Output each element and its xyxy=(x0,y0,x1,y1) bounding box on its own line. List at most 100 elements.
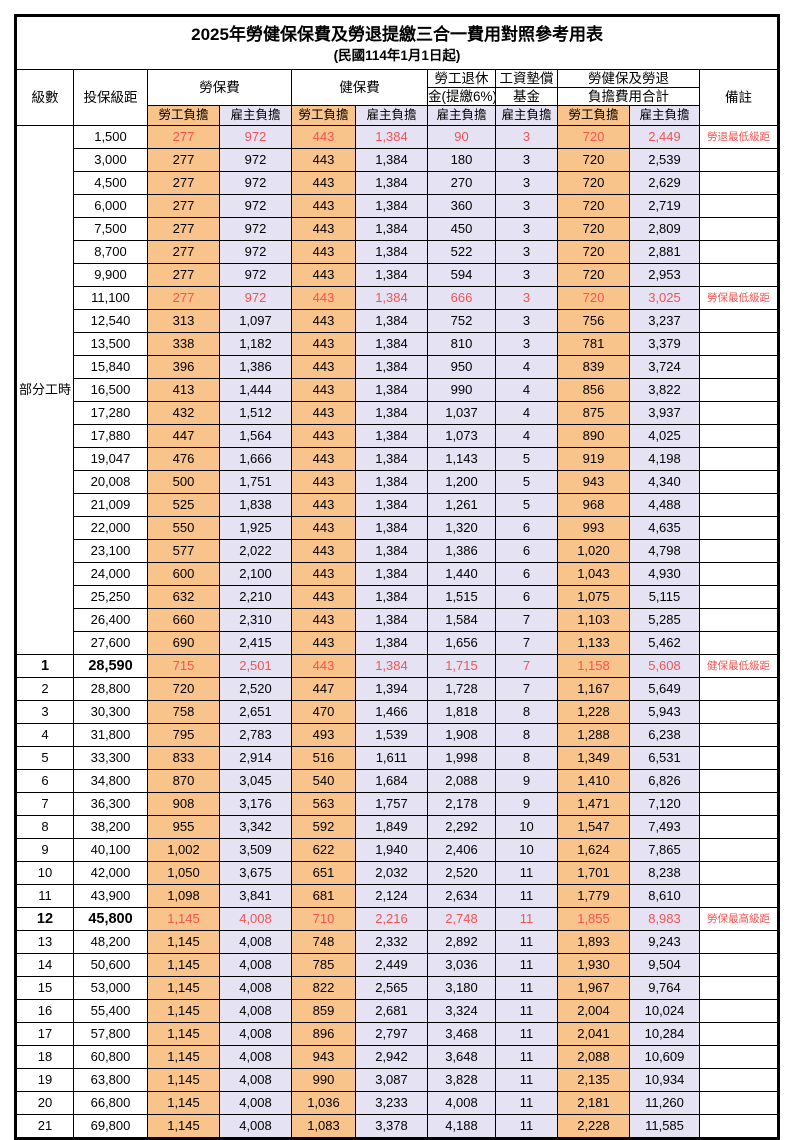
cell-labor-ins-employee: 1,145 xyxy=(147,1068,220,1092)
cell-wage-fund-employer: 11 xyxy=(495,1022,558,1046)
cell-wage-fund-employer: 5 xyxy=(495,493,558,517)
cell-labor-ins-employee: 1,145 xyxy=(147,999,220,1023)
cell-labor-ins-employee: 758 xyxy=(147,700,220,724)
cell-level: 1 xyxy=(15,654,74,678)
cell-labor-ins-employer: 1,838 xyxy=(219,493,292,517)
cell-bracket: 28,800 xyxy=(73,677,148,701)
cell-remark xyxy=(698,1068,780,1092)
cell-labor-ins-employer: 4,008 xyxy=(219,953,292,977)
cell-health-ins-employee: 443 xyxy=(291,148,356,172)
cell-wage-fund-employer: 11 xyxy=(495,1045,558,1069)
cell-bracket: 57,800 xyxy=(73,1022,148,1046)
cell-health-ins-employer: 1,384 xyxy=(355,539,428,563)
table-row: 8,700 277 972 443 1,384 522 3 720 2,881 xyxy=(16,240,780,264)
cell-remark xyxy=(698,1091,780,1115)
cell-labor-ins-employee: 413 xyxy=(147,378,220,402)
cell-bracket: 63,800 xyxy=(73,1068,148,1092)
cell-total-employer: 5,462 xyxy=(629,631,700,655)
cell-labor-ins-employee: 1,145 xyxy=(147,907,220,931)
cell-wage-fund-employer: 3 xyxy=(495,148,558,172)
cell-labor-ins-employer: 1,386 xyxy=(219,355,292,379)
cell-pension-employer: 90 xyxy=(427,125,496,149)
cell-wage-fund-employer: 7 xyxy=(495,608,558,632)
cell-bracket: 17,880 xyxy=(73,424,148,448)
cell-total-employer: 6,238 xyxy=(629,723,700,747)
cell-remark: 勞退最低級距 xyxy=(698,125,780,149)
cell-remark xyxy=(698,378,780,402)
cell-total-employee: 1,624 xyxy=(557,838,630,862)
cell-remark xyxy=(698,424,780,448)
cell-pension-employer: 1,261 xyxy=(427,493,496,517)
cell-bracket: 40,100 xyxy=(73,838,148,862)
cell-health-ins-employee: 622 xyxy=(291,838,356,862)
cell-labor-ins-employer: 2,783 xyxy=(219,723,292,747)
cell-bracket: 30,300 xyxy=(73,700,148,724)
cell-pension-employer: 3,324 xyxy=(427,999,496,1023)
cell-total-employee: 856 xyxy=(557,378,630,402)
cell-wage-fund-employer: 4 xyxy=(495,355,558,379)
cell-bracket: 20,008 xyxy=(73,470,148,494)
cell-bracket: 19,047 xyxy=(73,447,148,471)
cell-total-employer: 10,934 xyxy=(629,1068,700,1092)
cell-labor-ins-employer: 972 xyxy=(219,263,292,287)
cell-remark xyxy=(698,838,780,862)
cell-labor-ins-employer: 4,008 xyxy=(219,930,292,954)
cell-total-employee: 1,133 xyxy=(557,631,630,655)
cell-bracket: 55,400 xyxy=(73,999,148,1023)
cell-health-ins-employer: 2,942 xyxy=(355,1045,428,1069)
cell-remark xyxy=(698,539,780,563)
cell-total-employer: 2,953 xyxy=(629,263,700,287)
cell-total-employer: 6,531 xyxy=(629,746,700,770)
cell-total-employer: 11,260 xyxy=(629,1091,700,1115)
cell-wage-fund-employer: 11 xyxy=(495,953,558,977)
table-title-block: 2025年勞健保保費及勞退提繳三合一費用對照參考用表 (民國114年1月1日起) xyxy=(14,15,780,70)
cell-bracket: 36,300 xyxy=(73,792,148,816)
subheader-health-employee: 勞工負擔 xyxy=(291,105,356,126)
cell-bracket: 42,000 xyxy=(73,861,148,885)
header-row-groups: 級數 投保級距 勞保費 健保費 勞工退休 工資墊償 勞健保及勞退 備註 xyxy=(15,69,780,126)
cell-bracket: 16,500 xyxy=(73,378,148,402)
cell-level: 15 xyxy=(15,976,74,1000)
cell-total-employer: 7,120 xyxy=(629,792,700,816)
cell-total-employer: 4,930 xyxy=(629,562,700,586)
cell-health-ins-employer: 1,384 xyxy=(355,447,428,471)
cell-pension-employer: 752 xyxy=(427,309,496,333)
cell-wage-fund-employer: 8 xyxy=(495,723,558,747)
cell-wage-fund-employer: 5 xyxy=(495,470,558,494)
cell-labor-ins-employee: 277 xyxy=(147,240,220,264)
cell-bracket: 17,280 xyxy=(73,401,148,425)
cell-total-employee: 2,181 xyxy=(557,1091,630,1115)
cell-total-employee: 1,471 xyxy=(557,792,630,816)
cell-remark xyxy=(698,194,780,218)
cell-labor-ins-employer: 1,751 xyxy=(219,470,292,494)
cell-health-ins-employee: 443 xyxy=(291,470,356,494)
cell-labor-ins-employer: 1,925 xyxy=(219,516,292,540)
cell-labor-ins-employer: 972 xyxy=(219,286,292,310)
table-row: 21 69,800 1,145 4,008 1,083 3,378 4,188 11 2,228… xyxy=(15,1114,780,1139)
table-row: 19 63,800 1,145 4,008 990 3,087 3,828 11 2,135 10… xyxy=(15,1068,780,1092)
cell-wage-fund-employer: 11 xyxy=(495,861,558,885)
cell-pension-employer: 180 xyxy=(427,148,496,172)
cell-health-ins-employer: 1,384 xyxy=(355,263,428,287)
col-header-remark: 備註 xyxy=(698,69,780,126)
cell-health-ins-employee: 785 xyxy=(291,953,356,977)
cell-total-employee: 2,228 xyxy=(557,1114,630,1139)
cell-wage-fund-employer: 6 xyxy=(495,562,558,586)
cell-health-ins-employee: 822 xyxy=(291,976,356,1000)
cell-wage-fund-employer: 11 xyxy=(495,930,558,954)
cell-labor-ins-employee: 908 xyxy=(147,792,220,816)
cell-bracket: 60,800 xyxy=(73,1045,148,1069)
cell-total-employee: 1,228 xyxy=(557,700,630,724)
cell-health-ins-employer: 2,797 xyxy=(355,1022,428,1046)
cell-health-ins-employee: 990 xyxy=(291,1068,356,1092)
cell-labor-ins-employee: 1,145 xyxy=(147,1022,220,1046)
subheader-wage-fund-employer: 雇主負擔 xyxy=(495,105,558,126)
cell-total-employer: 2,719 xyxy=(629,194,700,218)
cell-health-ins-employee: 443 xyxy=(291,631,356,655)
cell-health-ins-employee: 443 xyxy=(291,263,356,287)
cell-wage-fund-employer: 6 xyxy=(495,516,558,540)
cell-wage-fund-employer: 11 xyxy=(495,1091,558,1115)
cell-total-employer: 2,809 xyxy=(629,217,700,241)
cell-remark xyxy=(698,401,780,425)
cell-health-ins-employee: 443 xyxy=(291,608,356,632)
